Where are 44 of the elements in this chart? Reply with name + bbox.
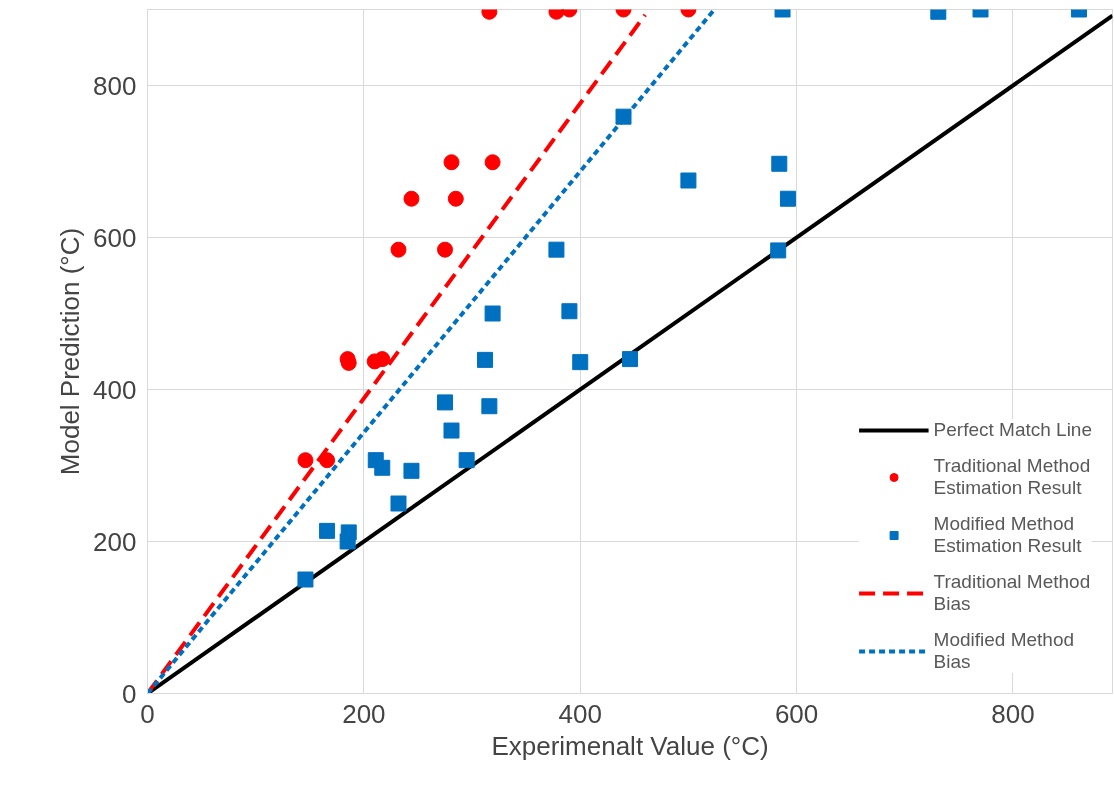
point [340, 524, 357, 541]
point [374, 351, 391, 368]
point [458, 452, 475, 469]
point [443, 154, 460, 171]
y-tick-label: 800 [93, 70, 137, 101]
point [437, 241, 454, 258]
y-tick-label: 600 [93, 222, 137, 253]
legend-label: Perfect Match Line [933, 419, 1092, 441]
point [403, 190, 420, 207]
x-tick-label: 200 [342, 698, 386, 729]
point [437, 394, 454, 411]
point [447, 190, 464, 207]
point [771, 155, 788, 172]
point [779, 190, 796, 207]
point [374, 459, 391, 476]
x-tick-label: 600 [774, 698, 819, 729]
point [680, 172, 697, 189]
y-tick-label: 400 [93, 374, 137, 405]
y-tick-label: 200 [93, 526, 137, 557]
point [548, 241, 565, 258]
point [484, 305, 501, 322]
point [477, 351, 494, 368]
point [572, 354, 589, 371]
point [443, 422, 460, 439]
point [297, 452, 314, 469]
point [770, 242, 787, 259]
legend-label: Traditional Method Estimation Result [933, 455, 1091, 499]
x-tick-label: 800 [991, 698, 1035, 729]
point [484, 154, 501, 171]
point [403, 462, 420, 479]
point [622, 351, 638, 368]
point [481, 398, 498, 415]
point [390, 495, 407, 512]
y-tick-label: 0 [122, 678, 137, 709]
legend-label: Traditional Method Bias [933, 571, 1091, 615]
point [561, 303, 578, 320]
legend-label: Modified Method Bias [933, 629, 1075, 673]
x-axis-title: Experimenalt Value (°C) [491, 730, 769, 761]
point [390, 241, 407, 258]
legend-label: Modified Method Estimation Result [933, 513, 1082, 557]
point [297, 571, 314, 588]
y-axis-title: Model Prediction (°C) [55, 227, 86, 476]
x-tick-label: 400 [558, 698, 602, 729]
point [319, 522, 336, 539]
